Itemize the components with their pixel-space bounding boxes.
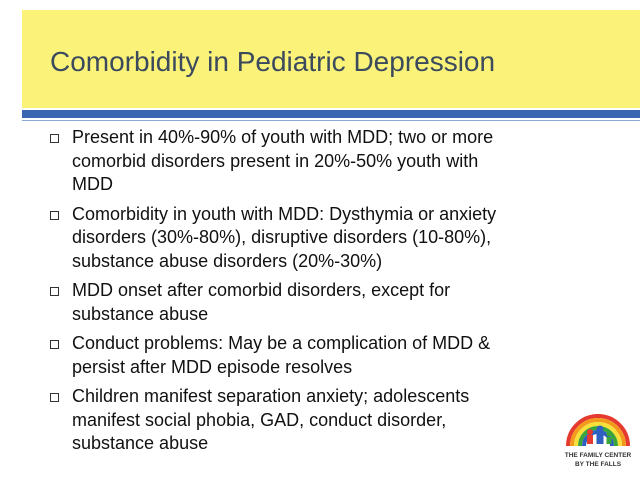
bullet: Comorbidity in youth with MDD: Dysthymia… (48, 203, 608, 274)
title-rule-thin (22, 120, 640, 121)
slide-title: Comorbidity in Pediatric Depression (50, 46, 496, 77)
bullet: Present in 40%-90% of youth with MDD; tw… (48, 126, 608, 197)
logo-text: THE FAMILY CENTER (565, 452, 632, 459)
bullet-line: Comorbidity in youth with MDD: Dysthymia… (72, 203, 497, 224)
bullet-line: substance abuse (72, 303, 209, 324)
bullet-line: MDD (72, 174, 113, 194)
bullet: Children manifest separation anxiety; ad… (48, 385, 608, 456)
bullet-line: Conduct problems: May be a complication … (72, 333, 491, 353)
bullet: Conduct problems: May be a complication … (48, 332, 608, 379)
bullet-line: Present in 40%-90% of youth with MDD; tw… (72, 127, 494, 147)
bullet-line: MDD onset after comorbid disorders, exce… (72, 280, 451, 300)
logo: THE FAMILY CENTER BY THE FALLS (565, 414, 632, 468)
bullet-line: substance abuse (72, 433, 209, 453)
bullet-line: manifest social phobia, GAD, conduct dis… (72, 409, 447, 430)
bullet-line: disorders (30%-80%), disruptive disorder… (72, 227, 492, 247)
logo-text: BY THE FALLS (575, 461, 622, 468)
bullet-line: persist after MDD episode resolves (72, 356, 353, 377)
bullet-line: substance abuse disorders (20%-30%) (72, 250, 383, 271)
bullet-line: comorbid disorders present in 20%-50% yo… (72, 150, 479, 171)
bullet-line: Children manifest separation anxiety; ad… (72, 386, 470, 406)
bullet-list: Present in 40%-90% of youth with MDD; tw… (48, 126, 608, 462)
title-rule (22, 110, 640, 118)
bullet: MDD onset after comorbid disorders, exce… (48, 279, 608, 326)
title-band (22, 10, 640, 108)
